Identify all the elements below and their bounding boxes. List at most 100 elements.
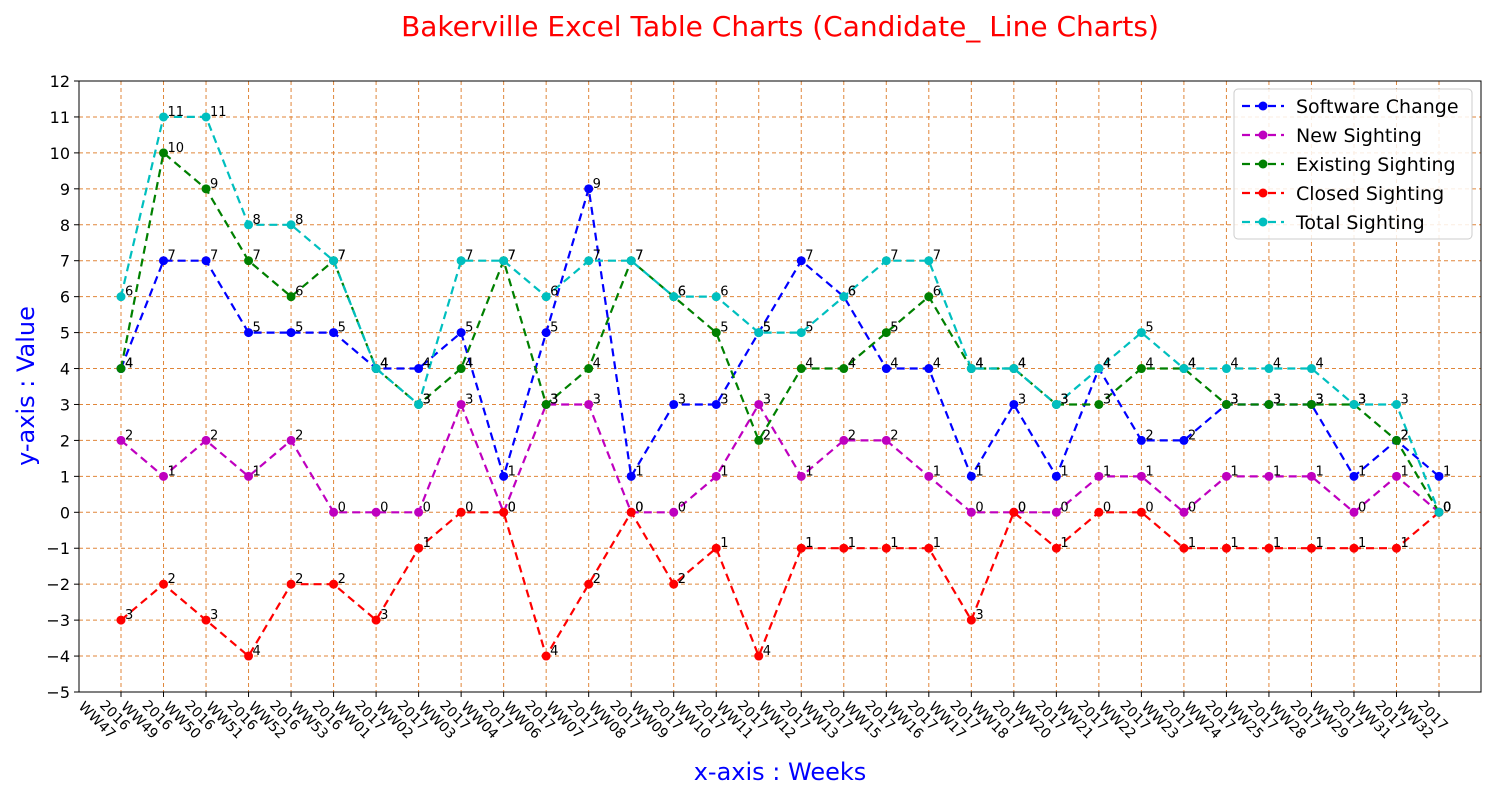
data-label: 3 bbox=[380, 608, 388, 623]
data-label: 8 bbox=[295, 213, 303, 228]
data-label: 1 bbox=[1358, 536, 1366, 551]
data-point bbox=[1179, 364, 1189, 374]
data-point bbox=[711, 399, 721, 409]
data-label: 1 bbox=[1188, 536, 1196, 551]
data-label: 4 bbox=[1018, 357, 1026, 372]
chart-title: Bakerville Excel Table Charts (Candidate… bbox=[401, 10, 1159, 43]
y-tick-label: −5 bbox=[46, 683, 70, 702]
data-point bbox=[1349, 543, 1359, 553]
data-label: 0 bbox=[1188, 500, 1196, 515]
data-label: 11 bbox=[210, 105, 227, 120]
data-label: 9 bbox=[210, 177, 218, 192]
data-label: 4 bbox=[763, 644, 771, 659]
data-point bbox=[711, 292, 721, 302]
data-point bbox=[1009, 507, 1019, 517]
data-point bbox=[1306, 399, 1316, 409]
data-label: 2 bbox=[210, 428, 218, 443]
data-point bbox=[1349, 399, 1359, 409]
data-point bbox=[584, 364, 594, 374]
data-point bbox=[881, 435, 891, 445]
data-point bbox=[1391, 399, 1401, 409]
data-point bbox=[754, 399, 764, 409]
data-label: 3 bbox=[125, 608, 133, 623]
legend-item: Closed Sighting bbox=[1242, 183, 1444, 205]
y-tick-label: 8 bbox=[60, 216, 70, 235]
series-new-sighting bbox=[116, 399, 1444, 517]
data-point bbox=[626, 507, 636, 517]
legend-item: Existing Sighting bbox=[1242, 154, 1456, 176]
y-tick-label: 4 bbox=[60, 360, 70, 379]
data-label: 8 bbox=[253, 213, 261, 228]
data-label: 4 bbox=[1018, 357, 1026, 372]
data-point bbox=[584, 256, 594, 266]
data-label: 0 bbox=[338, 500, 346, 515]
data-point bbox=[584, 184, 594, 194]
data-point bbox=[669, 399, 679, 409]
data-label: 0 bbox=[1443, 500, 1451, 515]
data-label: 1 bbox=[1315, 464, 1323, 479]
y-tick-label: 0 bbox=[60, 503, 70, 522]
series-closed-sighting bbox=[116, 507, 1444, 661]
data-point bbox=[669, 579, 679, 589]
y-tick-label: −3 bbox=[46, 611, 70, 630]
data-label: 7 bbox=[465, 249, 473, 264]
data-point bbox=[371, 364, 381, 374]
data-label: 4 bbox=[1103, 357, 1111, 372]
legend: Software Change New Sighting Existing Sigh… bbox=[1233, 88, 1473, 240]
data-label: 7 bbox=[253, 249, 261, 264]
data-label: 3 bbox=[423, 392, 431, 407]
data-label: 3 bbox=[423, 392, 431, 407]
data-point bbox=[1051, 543, 1061, 553]
data-point bbox=[1264, 364, 1274, 374]
data-label: 10 bbox=[168, 141, 185, 156]
legend-label: Closed Sighting bbox=[1296, 183, 1444, 205]
data-point bbox=[1179, 435, 1189, 445]
data-label: 0 bbox=[1358, 500, 1366, 515]
data-label: 1 bbox=[848, 536, 856, 551]
data-point bbox=[201, 184, 211, 194]
data-label: 2 bbox=[295, 428, 303, 443]
data-label: 7 bbox=[805, 249, 813, 264]
data-point bbox=[924, 364, 934, 374]
data-point bbox=[924, 292, 934, 302]
data-point bbox=[159, 256, 169, 266]
series-line bbox=[120, 401, 1440, 516]
data-point bbox=[1349, 507, 1359, 517]
data-label: 7 bbox=[933, 249, 941, 264]
data-label: 3 bbox=[1400, 392, 1408, 407]
data-point bbox=[711, 471, 721, 481]
data-point bbox=[1306, 471, 1316, 481]
data-label: 7 bbox=[635, 249, 643, 264]
data-label: 6 bbox=[678, 285, 686, 300]
data-point bbox=[1009, 399, 1019, 409]
data-point bbox=[1136, 471, 1146, 481]
data-point bbox=[286, 292, 296, 302]
data-point bbox=[754, 328, 764, 338]
data-label: 1 bbox=[975, 464, 983, 479]
data-point bbox=[456, 507, 466, 517]
data-point bbox=[541, 651, 551, 661]
series-group bbox=[116, 112, 1444, 661]
data-label: 3 bbox=[550, 392, 558, 407]
data-label: 5 bbox=[805, 321, 813, 336]
data-point bbox=[1051, 471, 1061, 481]
data-label: 6 bbox=[125, 285, 133, 300]
data-point bbox=[796, 364, 806, 374]
data-point bbox=[1221, 399, 1231, 409]
data-point bbox=[414, 364, 424, 374]
data-label: 2 bbox=[848, 428, 856, 443]
data-label: 0 bbox=[1443, 500, 1451, 515]
y-tick-label: −4 bbox=[46, 647, 70, 666]
data-point bbox=[159, 112, 169, 122]
data-label: 9 bbox=[593, 177, 601, 192]
data-point bbox=[966, 471, 976, 481]
data-point bbox=[499, 256, 509, 266]
data-label: 3 bbox=[1103, 392, 1111, 407]
data-label: 6 bbox=[678, 285, 686, 300]
data-point bbox=[1136, 507, 1146, 517]
data-point bbox=[201, 615, 211, 625]
x-axis-label: x-axis : Weeks bbox=[694, 758, 867, 786]
